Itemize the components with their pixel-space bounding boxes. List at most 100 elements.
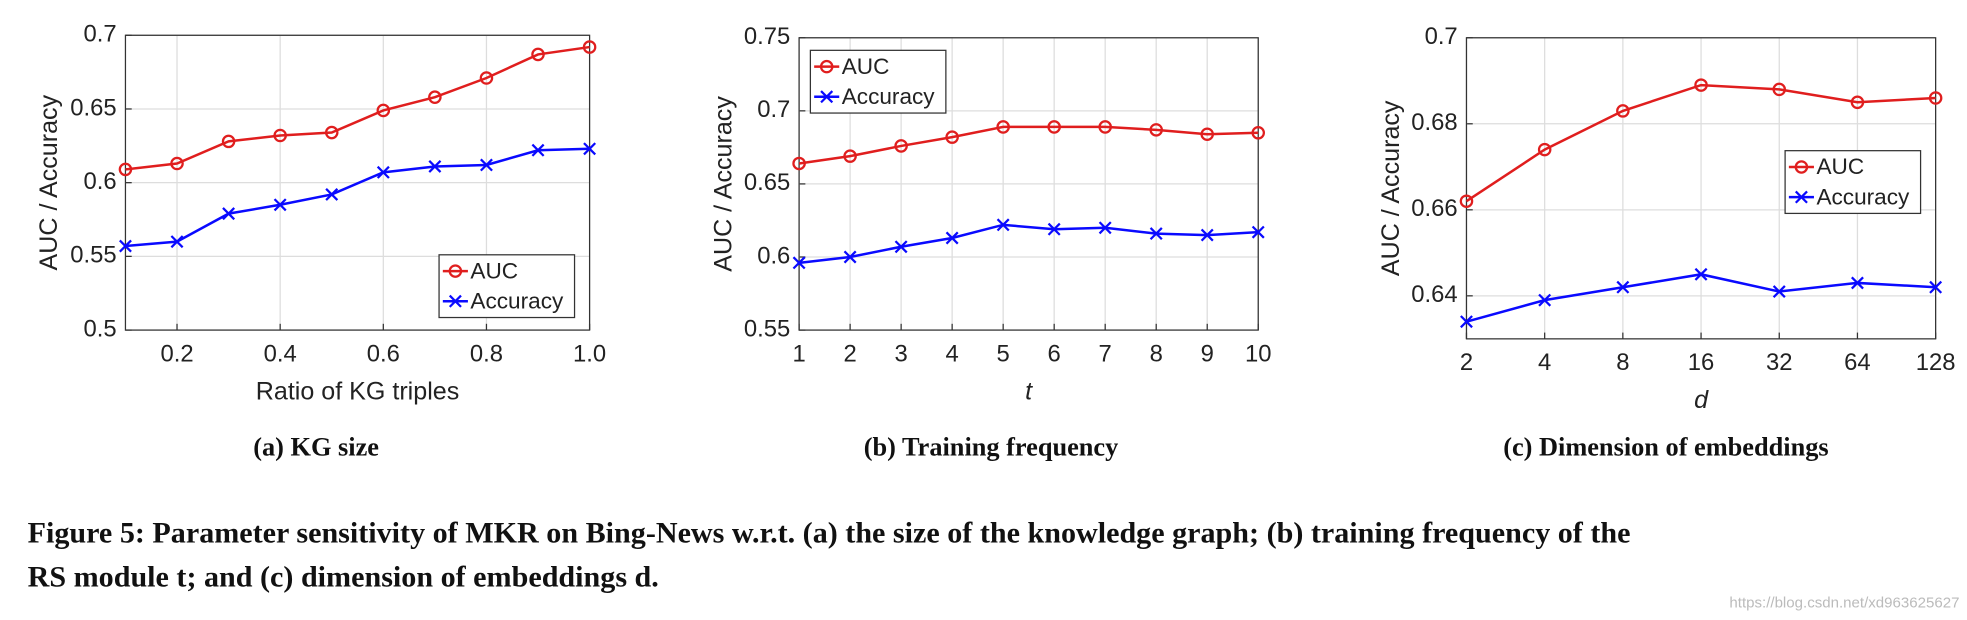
- marker: [1929, 280, 1943, 294]
- x-tick-label: 1: [792, 340, 805, 367]
- marker: [170, 235, 184, 249]
- figure-caption: RS module t; and (c) dimension of embedd…: [28, 560, 659, 594]
- marker: [118, 162, 133, 177]
- x-tick-label: 16: [1688, 349, 1715, 376]
- x-tick-label: 0.8: [470, 340, 503, 367]
- y-tick-label: 0.65: [70, 94, 116, 121]
- marker: [1460, 315, 1473, 329]
- marker: [1694, 78, 1708, 92]
- x-tick-label: 2: [843, 340, 856, 367]
- marker: [1047, 120, 1061, 134]
- subplot: 0.5 0.55 0.6 0.65 0.7 0.2 0.4 0.6 0.8 1.0 Ratio of…: [35, 21, 606, 462]
- x-tick-label: 8: [1616, 349, 1629, 376]
- marker: [531, 47, 545, 62]
- y-axis-label: AUC / Accuracy: [710, 96, 738, 272]
- marker: [531, 143, 545, 157]
- x-tick-label: 4: [1538, 349, 1551, 376]
- marker: [221, 134, 236, 149]
- y-tick-label: 0.55: [744, 315, 790, 342]
- subplot-caption: (c) Dimension of embeddings: [1503, 432, 1828, 461]
- marker: [480, 158, 493, 172]
- marker: [1200, 127, 1214, 142]
- marker: [325, 188, 339, 201]
- marker: [1047, 222, 1061, 236]
- marker: [1537, 142, 1552, 157]
- subplot-caption: (b) Training frequency: [864, 432, 1119, 461]
- marker: [1772, 82, 1787, 97]
- x-axis-label: d: [1694, 386, 1709, 414]
- x-tick-label: 5: [997, 340, 1010, 367]
- legend-box: [1784, 150, 1922, 215]
- legend-label: Accuracy: [470, 288, 564, 313]
- x-tick-label: 1.0: [573, 340, 606, 367]
- legend-label: AUC: [842, 54, 890, 79]
- x-tick-label: 9: [1201, 340, 1214, 367]
- marker: [1616, 104, 1630, 118]
- marker: [996, 120, 1010, 134]
- marker: [894, 240, 908, 254]
- subplot: 0.55 0.6 0.65 0.7 0.75 1 2 3 4 5 6 7 8 9 10 t AUC / Accu…: [710, 23, 1272, 461]
- marker: [1098, 120, 1112, 134]
- legend-box: [809, 49, 947, 114]
- x-tick-label: 8: [1150, 340, 1163, 367]
- y-tick-label: 0.5: [84, 315, 117, 342]
- marker: [1149, 123, 1163, 137]
- marker: [1098, 221, 1112, 235]
- marker: [428, 90, 442, 104]
- marker: [170, 156, 184, 171]
- marker: [1538, 293, 1552, 307]
- x-tick-label: 32: [1766, 349, 1793, 376]
- legend-marker: [448, 294, 462, 308]
- marker: [1251, 126, 1266, 140]
- marker: [324, 125, 339, 140]
- y-tick-label: 0.75: [744, 23, 790, 50]
- series-line: [1465, 83, 1936, 203]
- x-axis-label: t: [1025, 377, 1033, 405]
- x-tick-label: 10: [1245, 340, 1272, 367]
- marker: [1616, 280, 1630, 294]
- y-axis-label: AUC / Accuracy: [1377, 100, 1405, 276]
- plot-frame: [798, 37, 1259, 331]
- marker: [479, 71, 494, 85]
- marker: [222, 207, 236, 221]
- marker: [1694, 267, 1708, 281]
- subplot-caption: (a) KG size: [253, 432, 379, 461]
- legend-marker: [1794, 190, 1808, 204]
- y-axis-label: AUC / Accuracy: [35, 94, 63, 270]
- legend-marker: [1794, 160, 1809, 174]
- y-tick-label: 0.7: [1425, 23, 1458, 50]
- x-tick-label: 4: [946, 340, 959, 367]
- y-tick-label: 0.64: [1411, 281, 1457, 308]
- y-tick-label: 0.7: [757, 96, 790, 123]
- y-tick-label: 0.6: [84, 168, 117, 195]
- marker: [843, 149, 857, 163]
- marker: [996, 218, 1010, 232]
- y-tick-label: 0.55: [70, 242, 116, 269]
- series-line: [798, 223, 1259, 265]
- marker: [945, 130, 959, 144]
- x-tick-label: 6: [1048, 340, 1061, 367]
- x-tick-label: 0.2: [160, 340, 193, 367]
- marker: [1851, 276, 1864, 290]
- subplot: 0.64 0.66 0.68 0.7 2 4 8 16 32 64 128 d AUC / Accura…: [1377, 23, 1955, 461]
- marker: [1459, 194, 1474, 208]
- x-tick-label: 0.6: [367, 340, 400, 367]
- marker: [582, 40, 597, 54]
- y-tick-label: 0.65: [744, 169, 790, 196]
- marker: [894, 139, 908, 153]
- marker: [583, 142, 597, 156]
- plot-frame: [1465, 37, 1937, 340]
- marker: [1928, 91, 1943, 105]
- marker: [1772, 285, 1786, 298]
- marker: [376, 165, 390, 179]
- marker: [792, 256, 806, 270]
- y-tick-label: 0.66: [1411, 195, 1457, 222]
- marker: [792, 156, 806, 171]
- series-line: [798, 125, 1259, 165]
- legend-label: Accuracy: [842, 84, 936, 109]
- marker: [1850, 95, 1865, 110]
- y-tick-label: 0.6: [757, 242, 790, 269]
- marker: [273, 198, 287, 212]
- series-line: [125, 45, 590, 171]
